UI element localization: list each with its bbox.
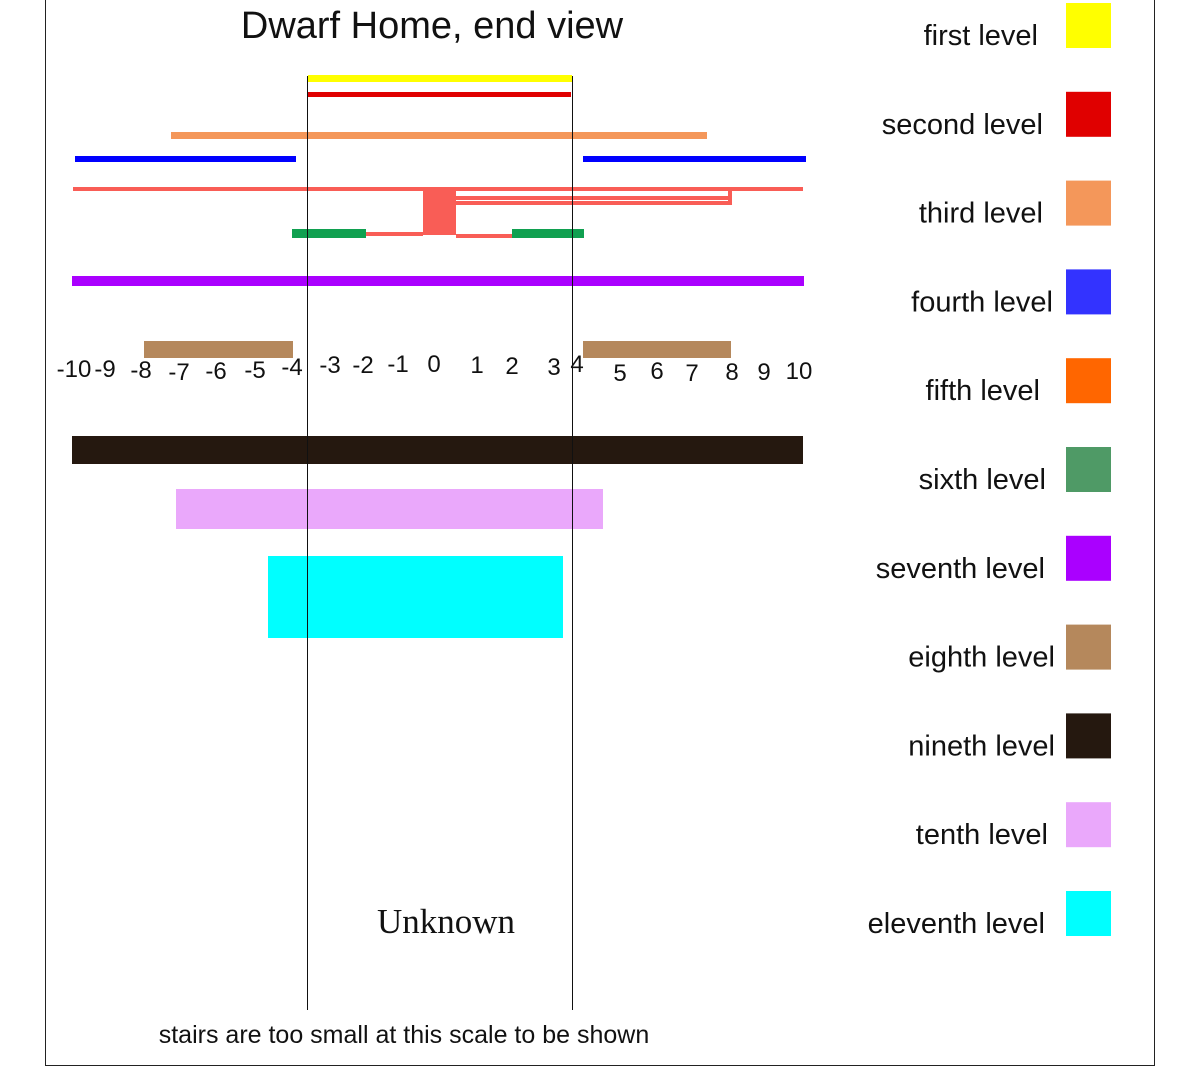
axis-tick-label: -3: [319, 352, 340, 379]
axis-tick-label: 4: [570, 351, 583, 378]
legend-item: third level: [919, 180, 1111, 230]
legend-swatch: [1066, 91, 1111, 137]
axis-tick-label: 9: [757, 359, 770, 386]
legend-item: seventh level: [876, 535, 1111, 585]
legend-swatch: [1066, 447, 1111, 492]
axis-tick-label: 5: [613, 360, 626, 387]
axis-tick-label: 2: [505, 353, 518, 380]
fourth-level-right-bar: [583, 156, 806, 162]
axis-tick-label: -1: [387, 351, 408, 378]
fifth-level-structure: [73, 187, 803, 238]
legend-item: eleventh level: [868, 891, 1111, 940]
legend-label: second level: [882, 109, 1043, 141]
axis-tick-labels: -10 -9 -8 -7 -6 -5 -4 -3 -2 -1 0 1 2 3 4…: [57, 351, 813, 387]
legend-swatch: [1066, 891, 1111, 936]
axis-tick-label: -9: [94, 356, 115, 383]
axis-tick-label: 6: [650, 358, 663, 385]
legend-label: fourth level: [911, 286, 1053, 318]
legend-item: tenth level: [916, 802, 1111, 851]
legend-swatch: [1066, 713, 1111, 759]
legend-item: second level: [882, 91, 1111, 141]
legend-item: first level: [924, 3, 1111, 52]
legend-swatch: [1066, 535, 1111, 581]
legend-swatch: [1066, 802, 1111, 848]
fifth-level-block: [423, 191, 456, 235]
axis-tick-label: -8: [130, 357, 151, 384]
axis-tick-label: -5: [244, 357, 265, 384]
first-level-bar: [308, 75, 572, 82]
legend-label: eighth level: [908, 642, 1055, 674]
stairs-footnote: stairs are too small at this scale to be…: [159, 1021, 650, 1049]
axis-tick-label: -7: [168, 359, 189, 386]
fifth-level-right-hook-lower: [456, 198, 732, 205]
legend-label: fifth level: [926, 375, 1040, 407]
legend-item: eighth level: [908, 624, 1111, 674]
nineth-level-bar: [72, 436, 803, 464]
eighth-level-left-bar: [144, 341, 293, 358]
axis-tick-label: 1: [470, 352, 483, 379]
legend-label: seventh level: [876, 553, 1045, 585]
sixth-level-right-bar: [512, 229, 584, 238]
axis-tick-label: 7: [685, 360, 698, 387]
fifth-level-long-bar: [73, 187, 803, 191]
legend-item: fourth level: [911, 269, 1111, 318]
legend-item: nineth level: [908, 713, 1111, 762]
second-level-bar: [308, 92, 571, 97]
legend: first level second level third level fourth…: [868, 3, 1111, 940]
axis-tick-label: 3: [547, 354, 560, 381]
legend-label: sixth level: [919, 464, 1046, 496]
legend-swatch: [1066, 3, 1111, 48]
axis-tick-label: 10: [786, 358, 813, 385]
axis-tick-label: 8: [725, 359, 738, 386]
axis-tick-label: -4: [281, 354, 302, 381]
unknown-label: Unknown: [377, 902, 515, 941]
legend-label: eleventh level: [868, 908, 1045, 940]
legend-swatch: [1066, 180, 1111, 226]
seventh-level-bar: [72, 276, 804, 286]
third-level-bar: [171, 132, 707, 139]
axis-tick-label: -2: [352, 352, 373, 379]
legend-item: fifth level: [926, 358, 1111, 407]
eighth-level-right-bar: [583, 341, 731, 358]
axis-tick-label: 0: [427, 351, 440, 378]
legend-label: first level: [924, 20, 1038, 52]
legend-label: third level: [919, 198, 1043, 230]
tenth-level-bar: [176, 489, 603, 529]
sixth-level-left-bar: [292, 229, 366, 238]
axis-tick-label: -6: [205, 358, 226, 385]
diagram-frame: [45, 0, 1155, 1066]
legend-label: nineth level: [908, 730, 1055, 762]
legend-label: tenth level: [916, 819, 1048, 851]
fourth-level-left-bar: [75, 156, 296, 162]
legend-swatch: [1066, 624, 1111, 670]
legend-swatch: [1066, 269, 1111, 315]
eleventh-level-bar: [268, 556, 563, 638]
legend-swatch: [1066, 358, 1111, 404]
fifth-level-right-hook: [456, 190, 732, 200]
diagram-title: Dwarf Home, end view: [241, 5, 624, 47]
legend-item: sixth level: [919, 447, 1111, 496]
axis-tick-label: -10: [57, 356, 92, 383]
